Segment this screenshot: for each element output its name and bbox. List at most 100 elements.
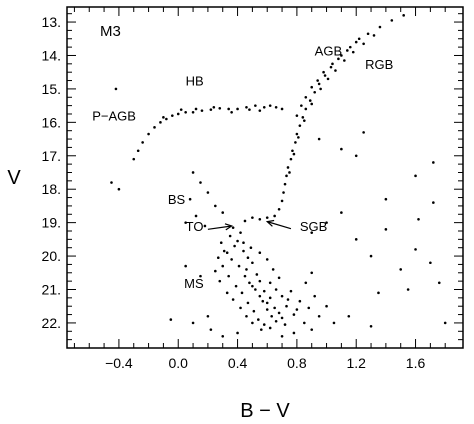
data-point [280, 316, 284, 320]
data-point [304, 95, 308, 99]
data-point [251, 216, 254, 219]
x-tick-label: 0.8 [287, 355, 307, 371]
data-point [246, 301, 250, 305]
data-point [268, 281, 272, 285]
data-point [251, 261, 254, 265]
data-point [414, 248, 417, 251]
data-point [191, 321, 195, 325]
data-point [262, 289, 266, 293]
data-point [258, 109, 262, 112]
data-point [298, 299, 302, 303]
data-point [212, 105, 216, 109]
plot-frame [66, 6, 464, 349]
data-point [258, 294, 262, 298]
data-point [206, 191, 210, 194]
data-point [384, 228, 388, 231]
data-point [340, 54, 343, 57]
data-point [231, 298, 235, 301]
data-point [169, 318, 173, 321]
data-point [274, 319, 278, 323]
region-label-rgb: RGB [365, 57, 393, 72]
data-point [236, 331, 239, 335]
region-label-to: TO [186, 219, 204, 234]
data-point [443, 321, 447, 325]
data-point [184, 221, 187, 224]
data-point [214, 204, 217, 208]
data-point [317, 82, 321, 86]
data-point [286, 298, 290, 301]
data-point [384, 197, 388, 201]
data-point [258, 251, 262, 255]
x-tick-label: 1.2 [346, 355, 366, 371]
data-point [326, 77, 330, 81]
data-point [221, 334, 225, 338]
data-point [237, 264, 241, 268]
region-label-hb: HB [186, 74, 204, 89]
data-point [153, 126, 156, 129]
data-point [221, 264, 225, 268]
data-point [259, 328, 263, 331]
data-point [273, 214, 276, 218]
data-point [304, 281, 308, 285]
data-point [200, 109, 204, 112]
data-point [191, 171, 195, 174]
data-point [231, 226, 235, 229]
data-point [199, 274, 202, 278]
data-point [234, 284, 238, 288]
data-point [310, 231, 314, 234]
data-point [242, 249, 245, 253]
data-point [285, 304, 288, 308]
data-point [274, 288, 278, 291]
data-point [429, 261, 432, 265]
data-point [285, 174, 288, 178]
data-point [340, 147, 343, 151]
data-point [313, 90, 316, 94]
data-point [399, 268, 403, 271]
data-point [288, 171, 291, 174]
data-point [165, 117, 168, 121]
data-point [280, 334, 284, 338]
x-tick-label: 1.6 [406, 355, 426, 371]
data-point [265, 216, 269, 219]
data-point [377, 291, 380, 295]
y-axis-title: V [7, 167, 21, 189]
data-point [248, 281, 251, 285]
data-point [233, 244, 236, 248]
data-point [319, 87, 322, 91]
arrow-head [224, 223, 233, 231]
data-point [295, 308, 299, 311]
data-point [261, 299, 265, 303]
data-point [147, 132, 150, 136]
data-point [171, 114, 174, 117]
data-point [300, 104, 303, 107]
data-point [221, 211, 225, 214]
data-point [332, 321, 336, 325]
region-label-agb: AGB [315, 43, 342, 58]
data-point [303, 321, 306, 325]
data-point [209, 328, 213, 331]
data-point [283, 323, 287, 326]
data-point [303, 119, 306, 122]
data-point [331, 62, 334, 66]
data-point [219, 241, 223, 244]
data-point [273, 306, 276, 310]
data-point [351, 50, 355, 54]
data-point [282, 191, 285, 194]
data-point [251, 321, 254, 325]
data-point [245, 314, 248, 318]
data-point [295, 114, 299, 117]
data-point [325, 221, 328, 224]
data-point [251, 284, 254, 288]
data-point [354, 154, 358, 158]
data-point [239, 231, 242, 234]
axis-ticks [67, 7, 463, 349]
y-tick-label: 17. [42, 148, 61, 164]
data-point [230, 111, 233, 114]
data-point [301, 116, 305, 119]
data-point [271, 268, 275, 271]
arrow-head [265, 219, 275, 227]
data-point [294, 141, 297, 144]
data-point [310, 85, 314, 89]
data-point [242, 241, 245, 244]
